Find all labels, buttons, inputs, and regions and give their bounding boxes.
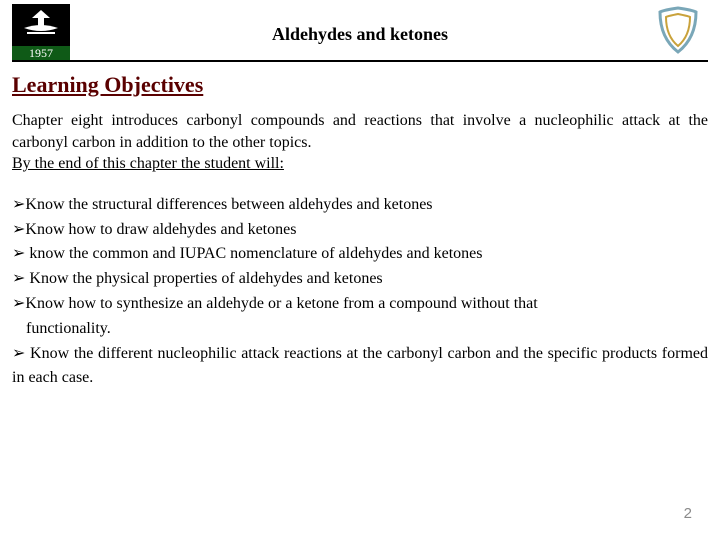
slide-header: 1957 Aldehydes and ketones	[0, 0, 720, 62]
bullet-icon: ➢	[12, 221, 25, 238]
bullet-text: Know the structural differences between …	[25, 196, 432, 213]
slide-title: Aldehydes and ketones	[0, 24, 720, 45]
list-item: ➢ Know the physical properties of aldehy…	[12, 267, 708, 292]
intro-text: Chapter eight introduces carbonyl compou…	[12, 110, 708, 175]
bullet-text: know the common and IUPAC nomenclature o…	[25, 245, 482, 262]
list-item: ➢ Know the different nucleophilic attack…	[12, 342, 708, 392]
list-item: ➢Know the structural differences between…	[12, 193, 708, 218]
list-item: ➢Know how to draw aldehydes and ketones	[12, 218, 708, 243]
intro-line1: Chapter eight introduces carbonyl compou…	[12, 112, 708, 151]
bullet-list: ➢Know the structural differences between…	[12, 193, 708, 391]
bullet-icon: ➢	[12, 295, 25, 312]
bullet-text: functionality.	[26, 320, 111, 337]
slide-content: Learning Objectives Chapter eight introd…	[0, 62, 720, 391]
bullet-text: Know the different nucleophilic attack r…	[12, 345, 708, 387]
list-item-continuation: functionality.	[12, 317, 708, 342]
bullet-text: Know how to draw aldehydes and ketones	[25, 221, 296, 238]
section-heading: Learning Objectives	[12, 72, 708, 98]
list-item: ➢Know how to synthesize an aldehyde or a…	[12, 292, 708, 317]
bullet-text: Know the physical properties of aldehyde…	[25, 270, 382, 287]
bullet-icon: ➢	[12, 196, 25, 213]
list-item: ➢ know the common and IUPAC nomenclature…	[12, 242, 708, 267]
logo-year: 1957	[29, 46, 53, 60]
bullet-icon: ➢	[12, 245, 25, 262]
bullet-text: Know how to synthesize an aldehyde or a …	[25, 295, 537, 312]
header-rule	[12, 60, 708, 62]
page-number: 2	[684, 505, 692, 522]
bullet-icon: ➢	[12, 270, 25, 287]
bullet-icon: ➢	[12, 345, 25, 362]
intro-line2: By the end of this chapter the student w…	[12, 155, 284, 172]
